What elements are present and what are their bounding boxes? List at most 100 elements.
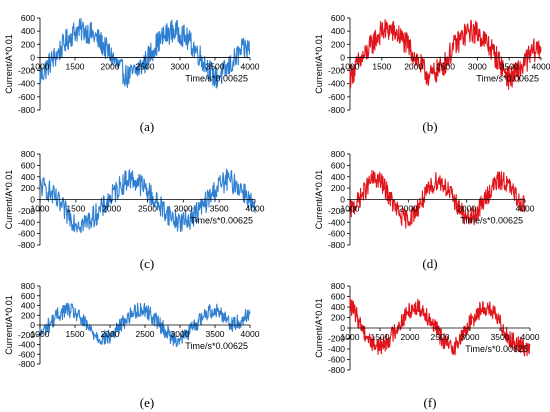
x-tick-label: 1500 [372,61,391,71]
x-tick-label: 3000 [174,204,193,214]
x-tick-label: 3500 [210,204,229,214]
x-tick-label: 3500 [491,332,510,342]
y-tick-label: 800 [21,149,35,159]
x-tick-label: 3000 [468,61,487,71]
y-tick-label: -400 [328,79,345,89]
y-tick-label: 200 [331,39,345,49]
y-tick-label: 0 [340,195,345,205]
caption-e: (e) [140,395,154,410]
y-tick-label: -800 [18,240,35,250]
x-tick-label: 3500 [206,329,225,339]
y-tick-label: -600 [328,229,345,239]
x-axis-label: Time/s*0.00625 [465,344,528,354]
y-tick-label: -200 [18,330,35,340]
x-tick-label: 2500 [436,61,455,71]
y-tick-label: 200 [331,313,345,323]
y-tick-label: -800 [18,105,35,115]
y-tick-label: 200 [21,39,35,49]
x-tick-label: 1000 [341,61,360,71]
x-tick-label: 4000 [521,332,540,342]
y-axis-label: Current/A*0.01 [4,295,14,355]
series-line [349,297,531,357]
y-tick-label: -400 [328,217,345,227]
y-tick-label: 600 [331,13,345,23]
series-line [349,169,526,229]
y-tick-label: 0 [30,52,35,62]
chart-panel-a: -800 -600 -400 -200 0 200 400 600 Current/A*0.01… [4,13,260,115]
caption-c: (c) [140,256,154,271]
x-tick-label: 1000 [341,204,360,214]
y-tick-label: -800 [328,365,345,375]
y-tick-label: -400 [18,217,35,227]
x-tick-label: 3500 [500,61,519,71]
x-axis-label: Time/s*0.00625 [190,216,253,226]
x-axis-label: Time/s*0.00625 [460,216,523,226]
y-tick-label: -400 [18,79,35,89]
y-tick-label: -600 [328,355,345,365]
y-tick-label: -200 [328,206,345,216]
caption-a: (a) [140,119,154,134]
y-axis-label: Current/A*0.01 [4,170,14,230]
y-tick-label: 600 [21,160,35,170]
x-tick-label: 4000 [246,204,265,214]
x-tick-label: 3000 [171,329,190,339]
y-tick-label: -400 [328,344,345,354]
x-tick-label: 2000 [399,204,418,214]
y-tick-label: -800 [328,105,345,115]
y-tick-label: 400 [21,172,35,182]
x-tick-label: 2000 [101,329,120,339]
caption-f: (f) [424,395,437,410]
y-tick-label: 0 [340,323,345,333]
y-tick-label: -600 [328,92,345,102]
y-tick-label: 800 [331,149,345,159]
y-tick-label: 400 [331,302,345,312]
y-tick-label: 0 [340,52,345,62]
y-tick-label: -200 [328,334,345,344]
x-tick-label: 1500 [371,332,390,342]
y-tick-label: 800 [331,281,345,291]
x-tick-label: 4000 [241,61,260,71]
caption-b: (b) [422,119,437,134]
chart-panel-b: -800 -600 -400 -200 0 200 400 600 Current/A*0.01… [314,13,550,115]
y-tick-label: 600 [21,13,35,23]
y-tick-label: -600 [18,92,35,102]
y-axis-label: Current/A*0.01 [314,34,324,94]
y-tick-label: 400 [331,172,345,182]
x-tick-label: 3000 [461,332,480,342]
series-line [349,19,542,90]
x-tick-label: 1000 [341,332,360,342]
y-axis-label: Current/A*0.01 [314,298,324,358]
y-axis-label: Current/A*0.01 [4,34,14,94]
y-tick-label: 600 [331,160,345,170]
y-tick-label: 0 [30,195,35,205]
y-tick-label: -200 [18,66,35,76]
y-tick-label: 800 [21,281,35,291]
y-tick-label: 600 [21,291,35,301]
x-tick-label: 3000 [457,204,476,214]
x-tick-label: 2000 [401,332,420,342]
x-tick-label: 1000 [31,204,50,214]
x-tick-label: 3000 [171,61,190,71]
y-tick-label: 400 [331,26,345,36]
x-tick-label: 1000 [31,61,50,71]
y-tick-label: 200 [331,183,345,193]
y-tick-label: -400 [18,340,35,350]
y-tick-label: 400 [21,301,35,311]
x-tick-label: 2500 [136,61,155,71]
x-axis-label: Time/s*0.00625 [185,73,248,83]
y-tick-label: -600 [18,349,35,359]
caption-d: (d) [422,256,437,271]
y-tick-label: 600 [331,292,345,302]
x-tick-label: 2500 [136,329,155,339]
x-tick-label: 1500 [66,61,85,71]
x-tick-label: 4000 [516,204,535,214]
y-axis-label: Current/A*0.01 [314,170,324,230]
y-tick-label: -200 [328,66,345,76]
x-tick-label: 2500 [138,204,157,214]
y-tick-label: 0 [30,320,35,330]
